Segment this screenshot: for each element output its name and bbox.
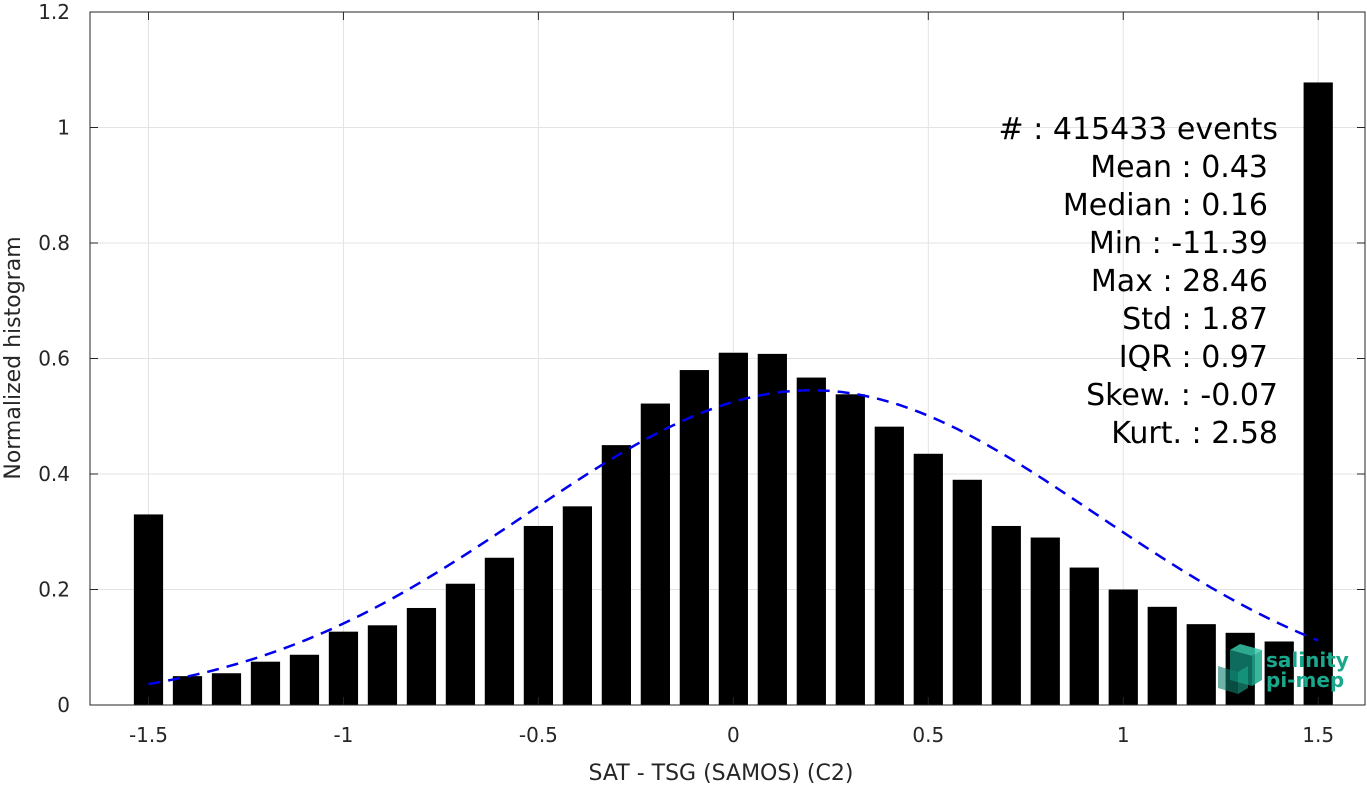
stat-line: Min : -11.39 [1089,226,1268,261]
x-tick-label: -1.5 [129,723,168,747]
histogram-bar [367,625,398,705]
histogram-bar [835,394,865,705]
histogram-bar [601,445,631,705]
y-axis-label: Normalized histogram [1,236,26,479]
stat-line: Mean : 0.43 [1090,150,1268,185]
stat-line: Skew. : -0.07 [1086,378,1278,413]
histogram-bar [796,377,826,705]
stat-line: # : 415433 events [999,112,1278,147]
y-axis-ticks: 0 0.2 0.4 0.6 0.8 1 1.2 [38,0,1365,717]
cube-logo-icon [1218,644,1262,694]
y-tick-label: 0.4 [38,462,70,486]
histogram-bar [1186,624,1216,705]
histogram-bar [1069,567,1099,705]
histogram-bar [289,654,320,705]
histogram-bars [133,82,1333,705]
x-axis-label: SAT - TSG (SAMOS) (C2) [589,761,854,785]
x-tick-label: 0.5 [912,723,944,747]
y-tick-label: 0.8 [38,231,70,255]
histogram-bar [1264,641,1294,705]
stat-line: Std : 1.87 [1122,302,1268,337]
histogram-bar [250,661,281,705]
y-tick-label: 0.2 [38,578,70,602]
histogram-bar [406,607,437,705]
histogram-bar [874,426,904,705]
y-tick-label: 0 [57,693,70,717]
y-tick-label: 1 [57,116,70,140]
histogram-bar [679,370,709,705]
x-axis-ticks: -1.5 -1 -0.5 0 0.5 1 1.5 [129,12,1334,747]
histogram-bar [133,514,164,705]
histogram-bar [718,352,748,705]
histogram-bar [1108,589,1138,705]
logo-text-salinity: salinity [1266,648,1349,672]
histogram-bar [484,557,515,705]
histogram-bar [1147,606,1177,705]
y-tick-label: 0.6 [38,347,70,371]
histogram-bar [952,479,982,705]
salinity-pi-mep-logo: salinity pi-mep [1218,644,1349,694]
histogram-bar [328,631,359,705]
histogram-bar [913,453,943,705]
histogram-bar [757,353,787,705]
histogram-bar [172,676,203,705]
stat-line: Max : 28.46 [1091,264,1268,299]
histogram-bar [640,403,670,705]
x-tick-label: -1 [333,723,353,747]
y-tick-label: 1.2 [38,0,70,24]
normal-fit-curve [148,389,1319,686]
x-tick-label: 1.5 [1302,723,1334,747]
stat-line: IQR : 0.97 [1119,340,1268,375]
histogram-bar [211,673,242,705]
histogram-bar [562,506,593,705]
stat-line: Kurt. : 2.58 [1111,416,1278,451]
histogram-bar [991,525,1021,705]
histogram-bar [1303,82,1333,705]
stat-line: Median : 0.16 [1063,188,1268,223]
histogram-bar [523,525,554,705]
histogram-bar [445,583,476,705]
logo-text-pi-mep: pi-mep [1266,668,1344,692]
x-tick-label: 0 [727,723,740,747]
x-tick-label: -0.5 [519,723,558,747]
x-tick-label: 1 [1117,723,1130,747]
histogram-bar [1030,537,1060,705]
